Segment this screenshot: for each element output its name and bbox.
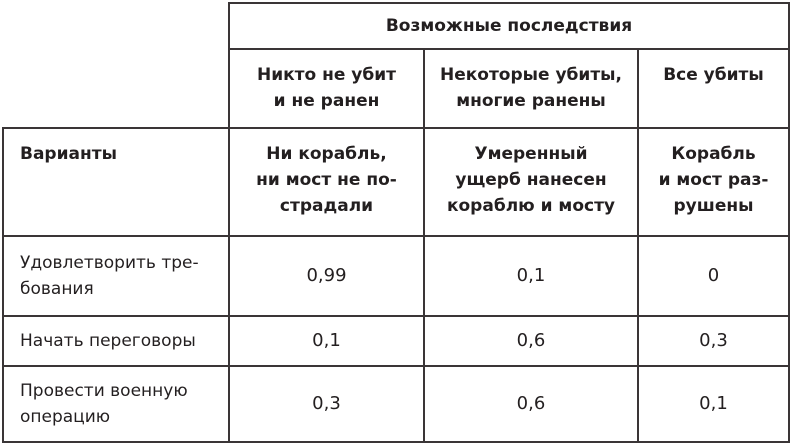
probability-cell: 0,99 [228, 235, 425, 317]
text-line: бования [20, 279, 94, 299]
damage-1: Умеренный ущерб нанесен кораблю и мосту [423, 127, 639, 237]
casualties-2: Все убиты [637, 48, 790, 129]
option-label: Удовлетворить тре- бования [2, 235, 230, 317]
text-line: Все убиты [663, 65, 764, 85]
value: 0,3 [699, 330, 728, 351]
text-line: страдали [279, 196, 374, 216]
text-line: и мост раз- [658, 170, 769, 190]
text-line: Корабль [671, 144, 756, 164]
casualties-1: Некоторые убиты, многие ранены [423, 48, 639, 129]
probability-cell: 0,6 [423, 315, 639, 367]
text-line: Провести военную [20, 381, 188, 401]
text-line: операцию [20, 407, 111, 427]
value: 0,3 [312, 393, 341, 414]
options-header: Варианты [2, 127, 230, 237]
probability-cell: 0,3 [228, 365, 425, 443]
text-line: ущерб нанесен [455, 170, 607, 190]
text-line: многие ранены [456, 91, 606, 111]
value: 0,6 [516, 330, 546, 351]
probability-cell: 0,1 [423, 235, 639, 317]
value: 0,99 [306, 265, 347, 286]
text-line: Ни корабль, [266, 144, 387, 164]
option-label: Провести военную операцию [2, 365, 230, 443]
probability-cell: 0,3 [637, 315, 790, 367]
value: 0,1 [699, 393, 728, 414]
damage-0: Ни корабль, ни мост не по- страдали [228, 127, 425, 237]
options-header-text: Варианты [20, 144, 117, 164]
probability-cell: 0,1 [228, 315, 425, 367]
text-line: Начать переговоры [20, 331, 196, 351]
text-line: Удовлетворить тре- [20, 253, 199, 273]
value: 0,6 [516, 393, 546, 414]
text-line: и не ранен [273, 91, 380, 111]
outcomes-header: Возможные последствия [228, 2, 790, 50]
value: 0 [707, 265, 720, 286]
probability-cell: 0,1 [637, 365, 790, 443]
text-line: Умеренный [474, 144, 588, 164]
value: 0,1 [312, 330, 341, 351]
text-line: ни мост не по- [256, 170, 397, 190]
damage-2: Корабль и мост раз- рушены [637, 127, 790, 237]
probability-cell: 0 [637, 235, 790, 317]
value: 0,1 [516, 265, 546, 286]
text-line: кораблю и мосту [446, 196, 616, 216]
text-line: Некоторые убиты, [439, 65, 623, 85]
casualties-0: Никто не убит и не ранен [228, 48, 425, 129]
option-label: Начать переговоры [2, 315, 230, 367]
probability-cell: 0,6 [423, 365, 639, 443]
text-line: рушены [673, 196, 754, 216]
outcomes-title: Возможные последствия [385, 16, 633, 36]
text-line: Никто не убит [256, 65, 397, 85]
